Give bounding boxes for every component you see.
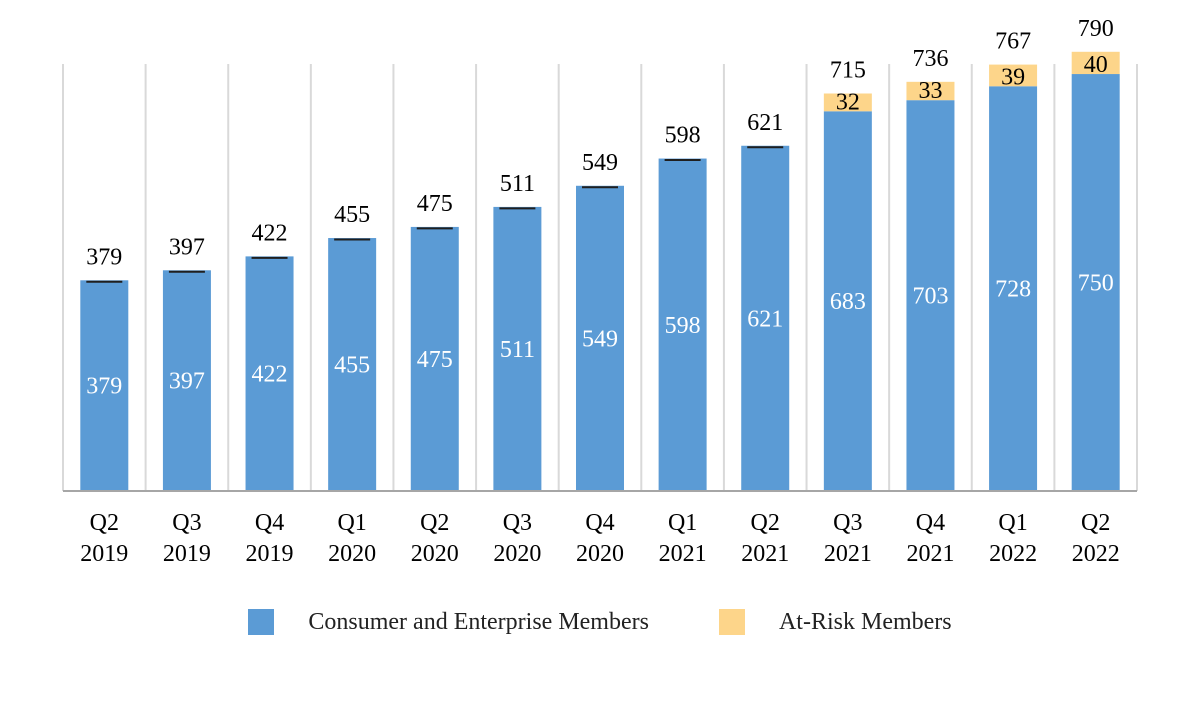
consumer-value-label: 379 bbox=[86, 374, 122, 400]
x-tick-label: Q4 2020 bbox=[576, 510, 624, 567]
total-value-label: 767 bbox=[995, 29, 1031, 55]
at-risk-value-label: 32 bbox=[836, 89, 860, 115]
x-tick-label: Q2 2019 bbox=[80, 510, 128, 567]
legend-swatch-at-risk bbox=[718, 609, 745, 635]
consumer-value-label: 549 bbox=[582, 326, 618, 352]
x-tick-labels: Q2 2019 Q3 2019 Q4 2019 Q1 2020 Q2 2020 Q3 2020 Q4 20… bbox=[80, 510, 1119, 567]
bar-consumer-enterprise bbox=[741, 145, 790, 491]
x-tick-label: Q3 2019 bbox=[163, 510, 211, 567]
bar-consumer-enterprise bbox=[80, 280, 129, 491]
bar-consumer-enterprise bbox=[162, 270, 211, 491]
bar-consumer-enterprise bbox=[410, 226, 459, 492]
bar-consumer-enterprise bbox=[245, 256, 294, 491]
total-value-label: 511 bbox=[500, 171, 535, 197]
x-tick-label: Q3 2020 bbox=[493, 510, 541, 567]
total-value-label: 475 bbox=[417, 191, 453, 217]
bar-consumer-enterprise bbox=[576, 185, 624, 491]
bar-at-risk bbox=[906, 81, 955, 101]
legend-item-consumer-enterprise: Consumer and Enterprise Members bbox=[248, 609, 649, 636]
bar-consumer-enterprise bbox=[906, 100, 955, 492]
bar-at-risk bbox=[823, 93, 872, 112]
x-tick-label: Q1 2020 bbox=[328, 510, 376, 567]
legend-item-at-risk: At-Risk Members bbox=[718, 608, 952, 636]
total-value-label: 549 bbox=[582, 150, 618, 176]
consumer-value-label: 511 bbox=[500, 337, 535, 363]
x-tick-label: Q4 2021 bbox=[906, 510, 954, 567]
consumer-value-label: 422 bbox=[252, 362, 288, 388]
consumer-value-label: 703 bbox=[912, 284, 948, 310]
consumer-value-label: 621 bbox=[747, 306, 783, 332]
bar-at-risk bbox=[1071, 51, 1120, 75]
bar-consumer-enterprise bbox=[1071, 74, 1120, 492]
total-value-label: 598 bbox=[665, 123, 701, 149]
x-tick-label: Q2 2021 bbox=[741, 510, 789, 567]
total-value-label: 715 bbox=[830, 57, 866, 83]
consumer-value-label: 475 bbox=[417, 347, 453, 373]
legend-label-at-risk: At-Risk Members bbox=[778, 608, 952, 635]
total-value-label: 621 bbox=[747, 110, 783, 136]
total-value-label: 736 bbox=[912, 46, 948, 72]
data-labels: 379 379 397 397 422 422 455 455 475 475 511 511 549 5… bbox=[86, 16, 1113, 400]
at-risk-value-label: 33 bbox=[918, 78, 942, 104]
total-value-label: 397 bbox=[169, 234, 205, 260]
bar-consumer-enterprise bbox=[493, 206, 542, 492]
bar-consumer-enterprise bbox=[658, 158, 707, 492]
consumer-value-label: 728 bbox=[995, 277, 1031, 303]
x-tick-label: Q4 2019 bbox=[246, 510, 294, 567]
at-risk-value-label: 40 bbox=[1084, 52, 1108, 78]
total-value-label: 379 bbox=[86, 244, 122, 270]
x-tick-label: Q2 2020 bbox=[411, 510, 459, 567]
total-value-label: 455 bbox=[334, 202, 370, 228]
bar-at-risk bbox=[989, 64, 1038, 87]
consumer-value-label: 455 bbox=[334, 353, 370, 379]
consumer-value-label: 397 bbox=[169, 369, 205, 395]
consumer-value-label: 598 bbox=[665, 313, 701, 339]
bar-consumer-enterprise bbox=[328, 238, 377, 491]
legend-swatch-consumer-enterprise bbox=[248, 609, 275, 635]
x-tick-label: Q1 2021 bbox=[659, 510, 707, 567]
bars bbox=[80, 51, 1120, 492]
x-tick-label: Q1 2022 bbox=[989, 510, 1037, 567]
total-value-label: 422 bbox=[252, 220, 288, 246]
bar-consumer-enterprise bbox=[823, 111, 872, 492]
total-value-label: 790 bbox=[1078, 16, 1114, 42]
gridlines bbox=[62, 64, 1138, 491]
x-tick-label: Q3 2021 bbox=[824, 510, 872, 567]
bar-consumer-enterprise bbox=[989, 86, 1038, 492]
consumer-value-label: 750 bbox=[1078, 271, 1114, 297]
x-tick-label: Q2 2022 bbox=[1072, 510, 1120, 567]
legend: Consumer and Enterprise Members At-Risk … bbox=[0, 604, 1200, 640]
consumer-value-label: 683 bbox=[830, 289, 866, 315]
at-risk-value-label: 39 bbox=[1001, 64, 1025, 90]
legend-label-consumer-enterprise: Consumer and Enterprise Members bbox=[308, 608, 649, 635]
